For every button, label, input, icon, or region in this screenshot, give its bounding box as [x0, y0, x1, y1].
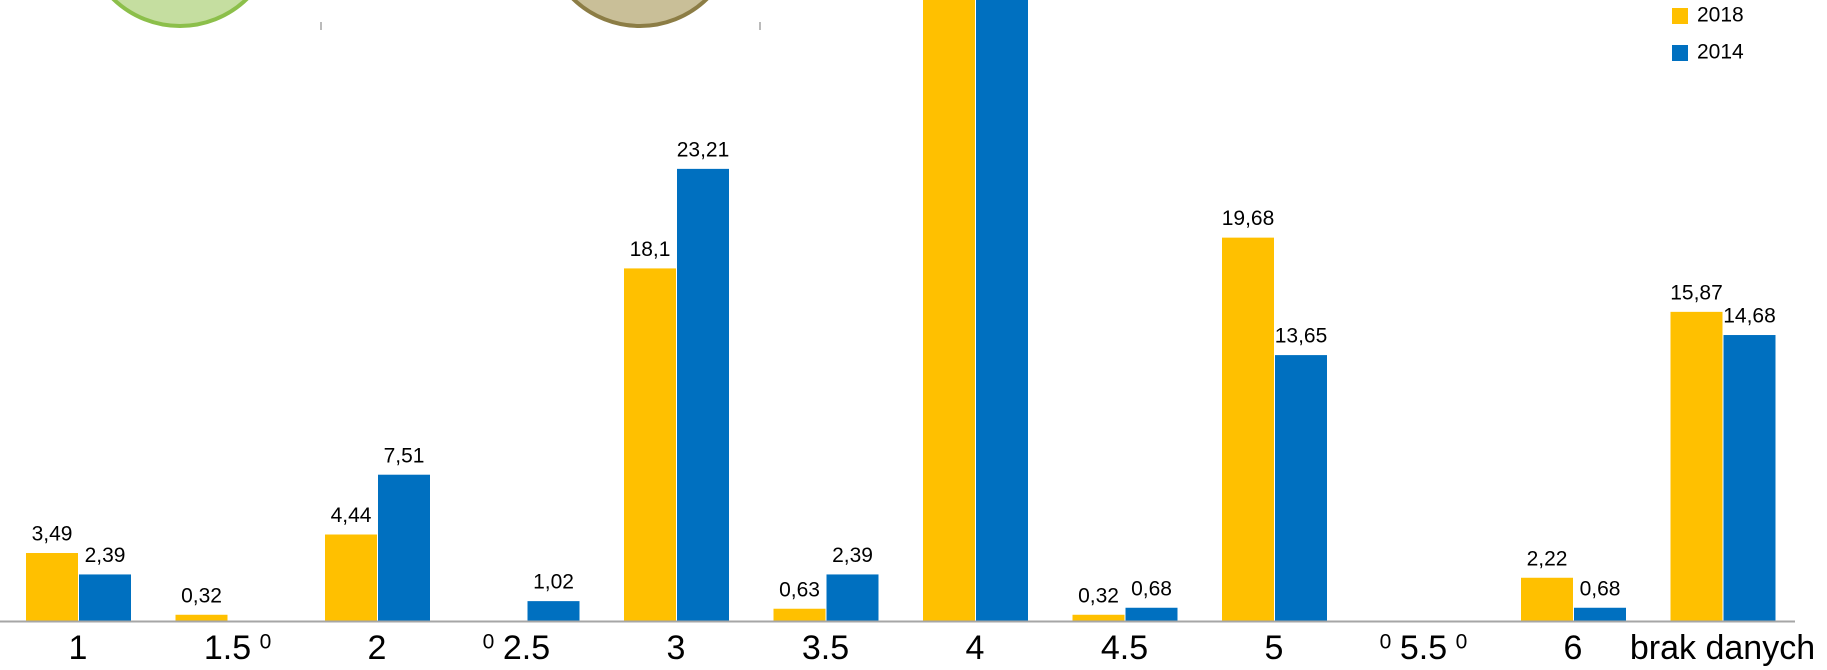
data-label: 0: [1456, 631, 1468, 654]
bar: [175, 614, 228, 621]
bar: [677, 168, 729, 621]
bar: [79, 574, 131, 621]
legend-swatch: [1672, 8, 1688, 24]
bar: [773, 608, 826, 621]
data-label: 0: [483, 631, 495, 654]
legend-label: 2014: [1697, 41, 1744, 64]
data-label: 1,02: [533, 571, 574, 594]
bar: [378, 474, 430, 621]
legend-swatch: [1672, 45, 1688, 61]
x-tick-label: 6: [1564, 629, 1583, 667]
bar: [527, 601, 580, 621]
x-tick-label: 3: [667, 629, 686, 667]
data-label: 0,68: [1131, 577, 1172, 600]
bar: [826, 574, 879, 621]
bar: [1574, 607, 1626, 621]
data-label: 0: [260, 631, 272, 654]
data-label: 19,68: [1222, 207, 1275, 230]
bar: [1275, 355, 1327, 621]
bar: [976, 0, 1028, 621]
data-label: 13,65: [1275, 325, 1328, 348]
data-label: 2,39: [85, 544, 126, 567]
data-label: 2,22: [1527, 547, 1568, 570]
decor-circle: [571, 0, 709, 28]
data-label: 14,68: [1723, 305, 1776, 328]
data-label: 0,68: [1580, 577, 1621, 600]
data-label: 0,32: [181, 584, 222, 607]
x-tick-label: 4.5: [1101, 629, 1148, 667]
data-label: 4,44: [331, 504, 372, 527]
data-label: 2,39: [832, 544, 873, 567]
x-tick-label: 3.5: [802, 629, 849, 667]
data-label: 23,21: [677, 138, 730, 161]
bar: [1072, 614, 1125, 621]
data-label: 18,1: [630, 238, 671, 261]
legend-label: 2018: [1697, 4, 1744, 27]
data-label: 15,87: [1670, 281, 1723, 304]
bar: [1125, 607, 1178, 621]
x-tick-label: 1: [69, 629, 88, 667]
data-label: 0,63: [779, 578, 820, 601]
bar: [26, 553, 78, 621]
x-tick-label: 5: [1265, 629, 1284, 667]
x-tick-label: brak danych: [1630, 629, 1815, 667]
x-tick-label: 1.5: [204, 629, 251, 667]
bar: [1723, 335, 1776, 621]
bar: [325, 534, 377, 621]
x-tick-label: 2.5: [503, 629, 550, 667]
x-tick-label: 2: [368, 629, 387, 667]
bar: [923, 0, 975, 621]
decor-circle: [111, 0, 249, 28]
x-tick-label: 5.5: [1400, 629, 1447, 667]
bar: [1222, 237, 1274, 621]
data-label: 3,49: [32, 523, 73, 546]
data-label: 0: [1380, 631, 1392, 654]
data-label: 7,51: [384, 444, 425, 467]
bar: [1670, 311, 1723, 621]
x-tick-label: 4: [966, 629, 985, 667]
data-label: 0,32: [1078, 584, 1119, 607]
bar: [624, 268, 676, 621]
bar: [1521, 577, 1573, 621]
